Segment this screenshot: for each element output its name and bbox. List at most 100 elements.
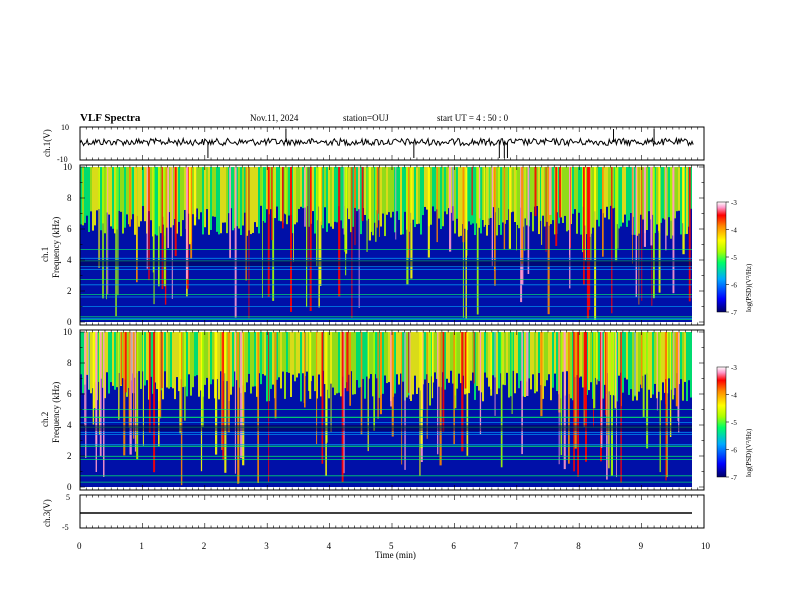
spectrogram-cell — [438, 332, 440, 387]
spectrogram-burst — [590, 167, 592, 261]
spectrogram-burst — [479, 332, 482, 435]
spectrogram-burst — [650, 167, 653, 246]
spectrogram-burst — [107, 167, 109, 295]
ch2-spectrogram — [80, 332, 692, 486]
spectrogram-burst — [189, 167, 191, 245]
spectrogram-burst — [293, 167, 294, 262]
spectrogram-cell — [662, 167, 664, 219]
spectrogram-cell — [296, 332, 298, 378]
spectrogram-cell — [432, 167, 434, 207]
ch2-ylabel-line1: ch.2 — [40, 412, 50, 427]
spectrogram-burst — [401, 332, 403, 465]
spectrogram-cell — [266, 167, 268, 210]
spectrogram-cell — [218, 332, 220, 400]
colorbar-tick-label: -5 — [731, 419, 737, 427]
spectrogram-cell — [324, 167, 326, 208]
spectrogram-cell — [292, 167, 294, 234]
spectrogram-cell — [668, 167, 670, 218]
frequency-tick-label: 4 — [67, 255, 72, 265]
spectrogram-cell — [190, 332, 192, 396]
spectrogram-cell — [368, 332, 370, 379]
spectrogram-burst — [583, 167, 585, 285]
spectrogram-burst — [358, 167, 360, 308]
ch2-frequency-ticks: 0 2 4 6 8 10 — [63, 327, 704, 492]
spectrogram-cell — [82, 332, 84, 394]
spectrogram-cell — [502, 167, 504, 223]
spectrogram-cell — [666, 167, 668, 236]
spectrogram-burst — [641, 167, 643, 301]
spectrogram-cell — [588, 332, 590, 391]
spectrogram-cell — [622, 167, 624, 223]
spectrogram-burst — [123, 332, 126, 456]
spectrogram-cell — [654, 332, 656, 384]
spectrogram-cell — [254, 167, 256, 223]
spectrogram-burst — [316, 167, 318, 267]
spectrogram-cell — [92, 167, 94, 231]
spectrogram-burst — [410, 167, 413, 279]
spectrogram-cell — [510, 332, 512, 397]
spectrogram-burst — [582, 167, 584, 253]
spectrogram-burst — [161, 167, 164, 290]
date-label: Nov.11, 2024 — [250, 113, 299, 123]
spectrogram-cell — [118, 167, 120, 211]
spectrogram-cell — [284, 332, 286, 399]
spectrogram-burst — [321, 167, 323, 226]
spectrogram-cell — [532, 332, 534, 375]
spectrogram-cell — [138, 167, 140, 227]
spectrogram-burst — [483, 167, 485, 227]
spectrogram-cell — [578, 167, 580, 213]
spectrogram-cell — [396, 332, 398, 375]
spectrogram-cell — [630, 332, 632, 390]
ch1-ytick-top: 10 — [61, 123, 69, 132]
spectrogram-burst — [494, 167, 496, 286]
spectrogram-burst — [346, 332, 349, 392]
spectrogram-cell — [636, 332, 638, 401]
spectrogram-cell — [582, 332, 584, 388]
ch1-ytick-bottom: -10 — [57, 155, 68, 164]
spectrogram-cell — [286, 167, 288, 225]
spectrogram-cell — [398, 332, 400, 385]
spectrogram-burst — [98, 167, 100, 268]
spectrogram-cell — [638, 332, 640, 392]
spectrogram-burst — [527, 167, 530, 274]
spectrogram-cell — [106, 332, 108, 373]
spectrogram-burst — [167, 167, 169, 248]
spectrogram-burst — [488, 167, 490, 225]
spectrogram-burst — [614, 167, 618, 262]
spectrogram-cell — [642, 167, 644, 220]
spectrogram-burst — [158, 332, 160, 447]
spectrogram-cell — [370, 332, 372, 375]
spectrogram-cell — [610, 167, 612, 206]
spectrogram-burst — [136, 332, 139, 460]
spectrogram-cell — [412, 332, 414, 395]
spectrogram-cell — [528, 332, 530, 379]
spectrogram-cell — [154, 167, 156, 235]
spectrogram-cell — [210, 167, 212, 230]
spectrogram-cell — [340, 167, 342, 221]
spectrogram-burst — [521, 332, 523, 455]
spectrogram-burst — [465, 167, 467, 264]
spectrogram-cell — [448, 332, 450, 383]
spectrogram-cell — [580, 332, 582, 377]
spectrogram-cell — [132, 167, 134, 215]
spectrogram-cell — [572, 167, 574, 214]
spectrogram-cell — [322, 167, 324, 229]
spectrogram-cell — [626, 167, 628, 227]
spectrogram-cell — [270, 167, 272, 210]
spectrogram-cell — [196, 332, 198, 376]
x-tick-label: 3 — [264, 541, 269, 551]
spectrogram-burst — [534, 167, 537, 217]
spectrogram-cell — [684, 332, 686, 382]
spectrogram-cell — [512, 167, 514, 212]
spectrogram-cell — [520, 332, 522, 381]
spectrogram-cell — [474, 332, 476, 400]
spectrogram-cell — [608, 167, 610, 220]
spectrogram-cell — [82, 167, 84, 226]
spectrogram-cell — [90, 332, 92, 394]
ch1-frequency-ticks: 0 2 4 6 8 10 — [63, 162, 704, 327]
spectrogram-burst — [617, 167, 619, 249]
spectrogram-burst — [437, 332, 439, 455]
spectrogram-cell — [380, 167, 382, 227]
spectrogram-burst — [316, 332, 318, 444]
spectrogram-burst — [454, 332, 457, 409]
